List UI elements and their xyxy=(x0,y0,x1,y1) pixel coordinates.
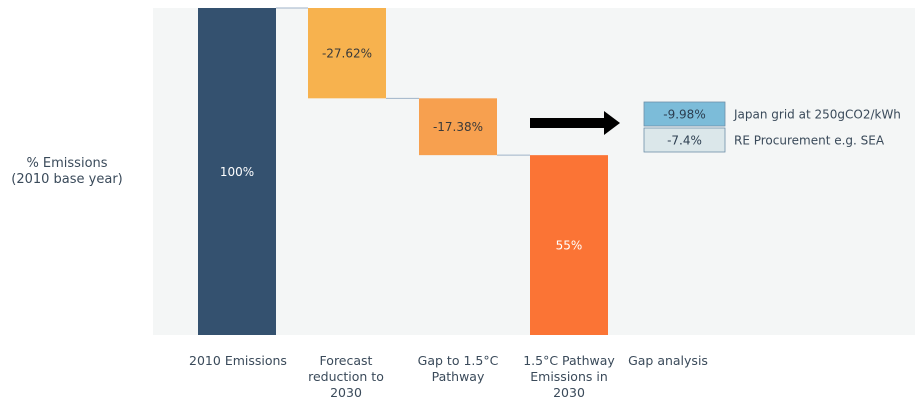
bar-value-label: -27.62% xyxy=(322,47,372,61)
bar-4 xyxy=(530,155,608,335)
x-tick-label: 1.5°C Pathway Emissions in 2030 xyxy=(523,353,615,400)
y-axis-label: % Emissions (2010 base year) xyxy=(11,156,122,187)
bars-group xyxy=(198,8,608,335)
connector-lines xyxy=(276,7,530,156)
arrow-shaft xyxy=(530,118,606,128)
x-tick-label: Forecast reduction to 2030 xyxy=(308,353,384,400)
bar-2 xyxy=(308,8,386,99)
bar-1 xyxy=(198,8,276,335)
gap-box xyxy=(643,127,726,153)
gap-analysis-group: -9.98% Japan grid at 250gCO2/kWh -7.4% RE P… xyxy=(643,101,901,153)
arrow-head xyxy=(604,111,620,135)
x-tick-label: 2010 Emissions xyxy=(189,353,287,368)
right-arrow-icon xyxy=(530,111,620,135)
x-tick-label: Gap analysis xyxy=(628,353,708,368)
bar-value-label: 100% xyxy=(220,165,254,179)
x-tick-label: Gap to 1.5°C Pathway xyxy=(418,353,499,384)
gap-value-label: -9.98% xyxy=(663,108,705,122)
gap-description-label: RE Procurement e.g. SEA xyxy=(734,134,885,148)
bar-labels-group: 100% -27.62% -17.38% 55% xyxy=(220,47,582,253)
x-axis-labels: 2010 Emissions Forecast reduction to 2030 Ga… xyxy=(189,353,708,400)
gap-description-label: Japan grid at 250gCO2/kWh xyxy=(733,108,901,122)
bar-3 xyxy=(419,98,497,156)
bar-value-label: 55% xyxy=(556,239,583,253)
gap-value-label: -7.4% xyxy=(667,134,702,148)
bar-value-label: -17.38% xyxy=(433,120,483,134)
gap-box xyxy=(643,101,726,127)
